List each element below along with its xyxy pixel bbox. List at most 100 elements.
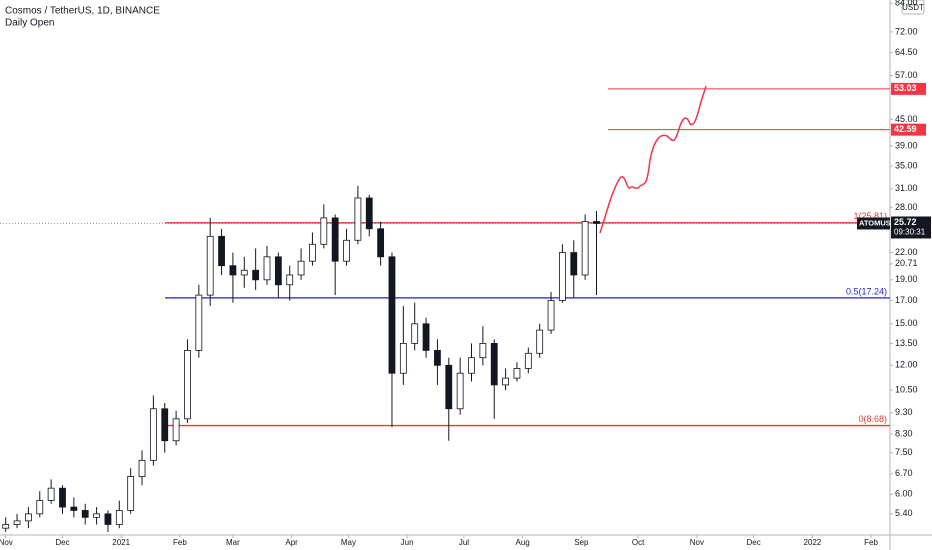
candle-body bbox=[570, 252, 578, 276]
target-box bbox=[891, 82, 926, 95]
candle-body bbox=[36, 500, 44, 515]
y-tick-label: 72.00 bbox=[895, 26, 918, 36]
y-tick-label: 8.30 bbox=[895, 428, 913, 438]
candle-body bbox=[104, 513, 112, 525]
countdown-label: 09:30:31 bbox=[894, 228, 926, 237]
x-tick-label: Aug bbox=[516, 538, 530, 547]
chart-title: Cosmos / TetherUS, 1D, BINANCE bbox=[5, 6, 160, 17]
candle-body bbox=[229, 265, 237, 276]
target-box bbox=[891, 123, 926, 136]
unit-box bbox=[901, 0, 925, 15]
candle-body bbox=[206, 235, 214, 296]
candle-body bbox=[513, 368, 521, 379]
x-tick-label: Jul bbox=[459, 538, 469, 547]
x-tick-label: Sep bbox=[574, 538, 589, 547]
candle-body bbox=[25, 513, 32, 522]
y-tick-label: 39.00 bbox=[895, 140, 918, 150]
candle-body bbox=[331, 217, 339, 262]
y-tick-label: 10.50 bbox=[895, 385, 918, 395]
candle-body bbox=[411, 323, 419, 344]
symbol-label: ATOMUSDT bbox=[859, 218, 901, 227]
x-tick-label: May bbox=[341, 538, 356, 547]
candle-body bbox=[13, 520, 21, 525]
x-tick-label: Feb bbox=[173, 538, 187, 547]
candle-body bbox=[2, 524, 10, 529]
x-tick-label: Mar bbox=[226, 538, 240, 547]
y-tick-label: 17.00 bbox=[895, 295, 918, 305]
y-tick-label: 13.50 bbox=[895, 338, 918, 348]
x-tick-label: Dec bbox=[747, 538, 761, 547]
candle-body bbox=[320, 217, 328, 245]
candle-body bbox=[161, 408, 169, 442]
fib-label: 0.5(17.24) bbox=[846, 286, 887, 296]
y-tick-label: 45.00 bbox=[895, 114, 918, 124]
y-tick-label: 31.00 bbox=[895, 183, 918, 193]
candle-body bbox=[343, 239, 350, 262]
y-tick-label: 57.00 bbox=[895, 70, 918, 80]
x-tick-label: Nov bbox=[690, 538, 704, 547]
y-tick-label: 6.70 bbox=[895, 468, 913, 478]
fib-label: 1(25.81) bbox=[853, 211, 887, 221]
candle-body bbox=[115, 510, 123, 525]
x-tick-label: Nov bbox=[0, 538, 13, 547]
candle-body bbox=[81, 510, 89, 518]
candle-body bbox=[252, 269, 260, 281]
y-tick-label: 7.50 bbox=[895, 447, 913, 457]
candle-body bbox=[479, 342, 487, 359]
y-tick-label: 5.40 bbox=[895, 508, 913, 518]
y-tick-label: 84.00 bbox=[895, 0, 918, 8]
candle-body bbox=[524, 352, 532, 369]
candle-body bbox=[127, 476, 135, 511]
y-tick-label: 64.50 bbox=[895, 47, 918, 57]
x-tick-label: 2022 bbox=[803, 538, 821, 547]
candle-body bbox=[47, 487, 55, 501]
candle-body bbox=[456, 372, 464, 410]
y-tick-label: 9.30 bbox=[895, 407, 913, 417]
candle-body bbox=[377, 228, 385, 258]
candle-body bbox=[149, 408, 157, 461]
x-tick-label: Feb bbox=[864, 538, 878, 547]
candle-body bbox=[365, 197, 373, 230]
symbol-box bbox=[857, 217, 890, 230]
candle-body bbox=[184, 350, 191, 420]
candle-body bbox=[434, 350, 441, 366]
x-tick-label: Apr bbox=[285, 538, 298, 547]
y-tick-label: 20.71 bbox=[895, 258, 918, 268]
candle-body bbox=[286, 274, 294, 286]
candle-body bbox=[536, 329, 544, 354]
chart-subtitle: Daily Open bbox=[5, 18, 54, 29]
candle-body bbox=[240, 269, 248, 276]
candle-body bbox=[263, 256, 271, 281]
y-tick-label: 6.00 bbox=[895, 489, 913, 499]
candle-body bbox=[70, 506, 78, 511]
price-box bbox=[891, 216, 931, 239]
x-tick-label: 2021 bbox=[112, 538, 130, 547]
x-tick-label: Jun bbox=[401, 538, 414, 547]
candle-body bbox=[218, 235, 225, 267]
candle-body bbox=[581, 221, 589, 276]
candle-body bbox=[297, 260, 305, 276]
candle-body bbox=[547, 300, 555, 331]
candle-body bbox=[354, 197, 362, 241]
candle-body bbox=[93, 513, 100, 518]
y-tick-label: 12.00 bbox=[895, 360, 918, 370]
candle-body bbox=[490, 342, 498, 386]
candle-body bbox=[422, 323, 430, 351]
target-label: 42.59 bbox=[894, 124, 917, 134]
y-tick-label: 15.00 bbox=[895, 318, 918, 328]
candle-body bbox=[445, 364, 453, 410]
y-tick-label: 22.00 bbox=[895, 247, 918, 257]
candle-body bbox=[399, 342, 407, 374]
candle-body bbox=[309, 243, 316, 262]
price-label: 25.72 bbox=[894, 217, 917, 227]
target-label: 53.03 bbox=[894, 83, 917, 93]
fib-label: 0(8.68) bbox=[858, 414, 887, 424]
candle-body bbox=[388, 256, 396, 374]
y-tick-label: 28.00 bbox=[895, 202, 918, 212]
x-tick-label: Oct bbox=[632, 538, 645, 547]
candle-body bbox=[468, 357, 475, 374]
candle-body bbox=[502, 377, 509, 386]
candle-body bbox=[593, 221, 600, 224]
y-tick-label: 19.00 bbox=[895, 274, 918, 284]
